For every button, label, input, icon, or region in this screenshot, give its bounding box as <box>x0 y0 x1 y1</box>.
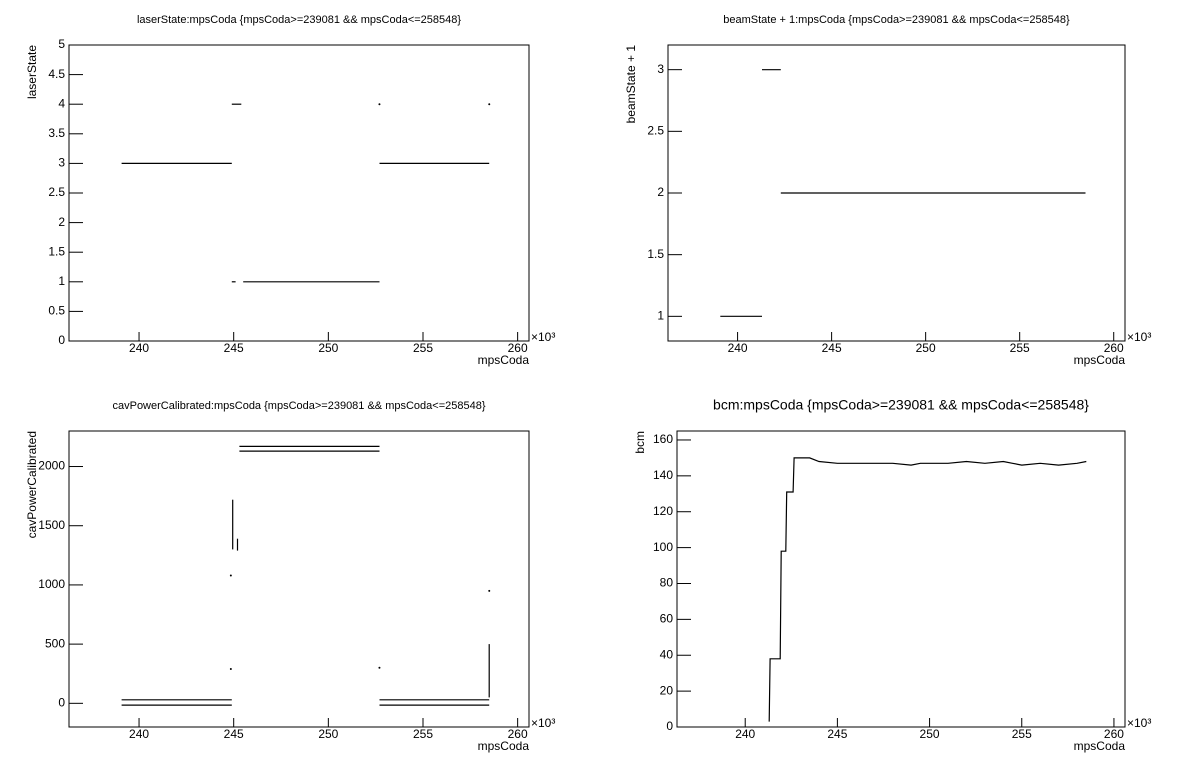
plot: laserState:mpsCoda {mpsCoda>=239081 && m… <box>25 14 555 367</box>
x-tick-label: 250 <box>318 727 338 741</box>
data-point <box>229 667 232 670</box>
y-tick-label: 100 <box>653 540 673 554</box>
y-tick-label: 3 <box>58 156 65 170</box>
x-axis-label: mpsCoda <box>1074 739 1126 753</box>
y-tick-label: 2 <box>657 185 664 199</box>
x-tick-label: 240 <box>735 727 755 741</box>
data-point <box>488 589 491 592</box>
y-tick-label: 500 <box>45 636 65 650</box>
data-line <box>768 457 1087 722</box>
x-tick-label: 250 <box>318 341 338 355</box>
x-tick-label: 255 <box>1012 727 1032 741</box>
y-tick-label: 2.5 <box>48 185 65 199</box>
data-point <box>378 666 381 669</box>
y-tick-label: 1.5 <box>48 244 65 258</box>
plot: beamState + 1:mpsCoda {mpsCoda>=239081 &… <box>624 14 1151 367</box>
y-tick-label: 4.5 <box>48 67 65 81</box>
plot-frame <box>68 44 530 342</box>
y-tick-label: 1 <box>58 274 65 288</box>
y-axis-label: bcm <box>633 431 647 454</box>
y-tick-label: 0 <box>58 695 65 709</box>
chart-title: cavPowerCalibrated:mpsCoda {mpsCoda>=239… <box>112 400 485 412</box>
x-tick-label: 260 <box>1104 727 1124 741</box>
y-tick-label: 160 <box>653 432 673 446</box>
x-multiplier: ×10³ <box>531 330 555 344</box>
y-tick-label: 80 <box>660 576 674 590</box>
x-tick-label: 260 <box>508 341 528 355</box>
x-tick-label: 250 <box>916 341 936 355</box>
x-multiplier: ×10³ <box>531 716 555 730</box>
y-tick-label: 3 <box>657 62 664 76</box>
y-tick-label: 60 <box>660 612 674 626</box>
x-axis-label: mpsCoda <box>478 739 530 753</box>
y-axis-label: beamState + 1 <box>624 45 638 124</box>
y-tick-label: 140 <box>653 468 673 482</box>
data-point <box>229 574 232 577</box>
y-tick-label: 3.5 <box>48 126 65 140</box>
y-axis-label: laserState <box>25 45 39 99</box>
y-tick-label: 4 <box>58 96 65 110</box>
x-tick-label: 255 <box>1010 341 1030 355</box>
chart-title: bcm:mpsCoda {mpsCoda>=239081 && mpsCoda<… <box>713 397 1089 413</box>
y-tick-label: 0.5 <box>48 304 65 318</box>
x-tick-label: 255 <box>413 341 433 355</box>
y-tick-label: 2 <box>58 215 65 229</box>
y-tick-label: 0 <box>666 719 673 733</box>
y-tick-label: 0 <box>58 333 65 347</box>
x-multiplier: ×10³ <box>1127 330 1151 344</box>
plot: cavPowerCalibrated:mpsCoda {mpsCoda>=239… <box>25 400 555 753</box>
data-point <box>378 103 381 106</box>
y-tick-label: 40 <box>660 647 674 661</box>
y-tick-label: 2000 <box>38 459 65 473</box>
chart-title: beamState + 1:mpsCoda {mpsCoda>=239081 &… <box>723 14 1070 26</box>
plot-frame <box>68 430 530 728</box>
chart-title: laserState:mpsCoda {mpsCoda>=239081 && m… <box>137 14 461 26</box>
x-tick-label: 245 <box>224 341 244 355</box>
plot-frame <box>676 430 1126 728</box>
x-multiplier: ×10³ <box>1127 716 1151 730</box>
plot: bcm:mpsCoda {mpsCoda>=239081 && mpsCoda<… <box>633 397 1151 753</box>
x-tick-label: 240 <box>129 727 149 741</box>
x-tick-label: 260 <box>1104 341 1124 355</box>
x-tick-label: 255 <box>413 727 433 741</box>
y-tick-label: 2.5 <box>647 124 664 138</box>
y-tick-label: 120 <box>653 504 673 518</box>
y-tick-label: 5 <box>58 37 65 51</box>
x-tick-label: 245 <box>822 341 842 355</box>
x-tick-label: 260 <box>508 727 528 741</box>
x-tick-label: 245 <box>827 727 847 741</box>
y-tick-label: 1500 <box>38 518 65 532</box>
x-axis-label: mpsCoda <box>1074 353 1126 367</box>
y-tick-label: 1.5 <box>647 247 664 261</box>
y-tick-label: 1000 <box>38 577 65 591</box>
x-tick-label: 240 <box>728 341 748 355</box>
x-tick-label: 240 <box>129 341 149 355</box>
y-tick-label: 20 <box>660 683 674 697</box>
data-point <box>488 103 491 106</box>
x-tick-label: 250 <box>920 727 940 741</box>
x-tick-label: 245 <box>224 727 244 741</box>
y-tick-label: 1 <box>657 309 664 323</box>
x-axis-label: mpsCoda <box>478 353 530 367</box>
y-axis-label: cavPowerCalibrated <box>25 431 39 538</box>
